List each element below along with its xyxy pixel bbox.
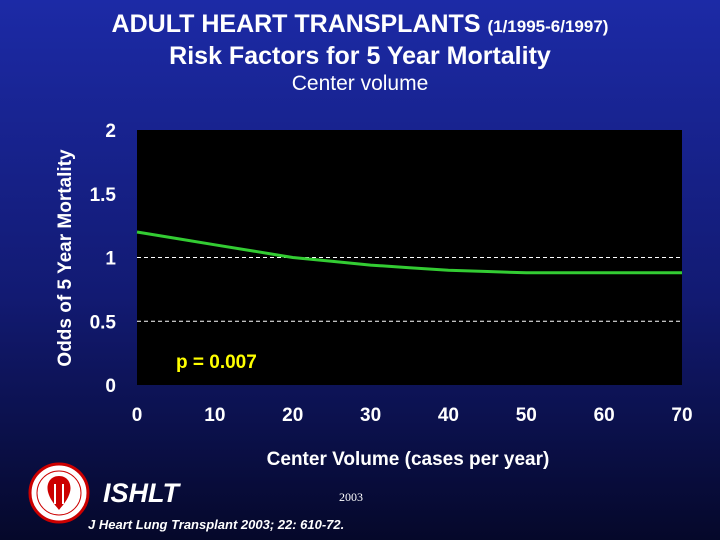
x-tick-label-4: 40 — [438, 405, 459, 426]
x-tick-label-7: 70 — [671, 405, 692, 426]
x-tick-label-6: 60 — [594, 405, 615, 426]
citation: J Heart Lung Transplant 2003; 22: 610-72… — [88, 517, 345, 532]
slide-title-line2: Risk Factors for 5 Year Mortality — [169, 42, 551, 70]
y-tick-label-1: 0.5 — [90, 312, 117, 333]
x-tick-label-1: 10 — [204, 405, 225, 426]
plot-area — [137, 130, 682, 385]
y-tick-labels: 0 0.5 1 1.5 2 — [90, 121, 117, 397]
x-tick-label-2: 20 — [282, 405, 303, 426]
y-tick-label-3: 1.5 — [90, 185, 117, 206]
x-axis-label: Center Volume (cases per year) — [267, 449, 550, 470]
y-tick-label-2: 1 — [105, 249, 116, 270]
title-main: ADULT HEART TRANSPLANTS — [111, 10, 481, 38]
x-tick-label-3: 30 — [360, 405, 381, 426]
y-tick-label-4: 2 — [105, 121, 116, 142]
org-name: ISHLT — [103, 478, 179, 508]
slide-year: 2003 — [339, 490, 363, 504]
p-value-annotation: p = 0.007 — [176, 352, 257, 373]
y-tick-label-0: 0 — [105, 376, 116, 397]
x-tick-labels: 0 10 20 30 40 50 60 70 — [132, 405, 693, 426]
title-dates: (1/1995-6/1997) — [487, 17, 609, 36]
x-tick-label-0: 0 — [132, 405, 143, 426]
x-tick-label-5: 50 — [516, 405, 537, 426]
odds-curve — [136, 230, 682, 275]
y-axis-label: Odds of 5 Year Mortality — [55, 149, 76, 367]
ishlt-logo-icon — [28, 462, 90, 524]
chart-subtitle: Center volume — [291, 72, 429, 95]
slide-title: ADULT HEART TRANSPLANTS (1/1995-6/1997) — [0, 10, 720, 39]
